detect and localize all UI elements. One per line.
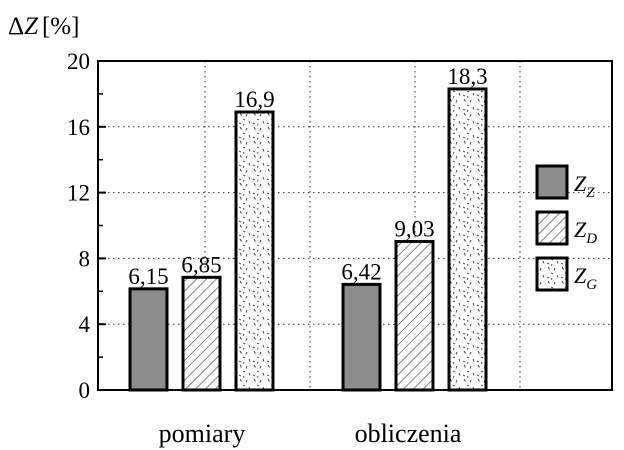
- legend-subscript: G: [586, 277, 597, 293]
- legend-label: ZG: [574, 263, 597, 293]
- bar-pomiary-z-g: [234, 110, 275, 392]
- legend-swatch: [535, 210, 569, 246]
- legend-subscript: D: [585, 231, 597, 247]
- legend-subscript: Z: [586, 185, 595, 201]
- y-tick-label: 16: [67, 115, 90, 140]
- legend-label: ZD: [574, 217, 597, 247]
- legend-label: ZZ: [574, 171, 595, 201]
- y-axis-title: ΔZ [%]: [8, 13, 79, 40]
- data-label: 16,9: [234, 87, 274, 112]
- y-axis-unit: [%]: [42, 13, 79, 40]
- legend-symbol: Z: [574, 217, 587, 242]
- data-label: 9,03: [394, 216, 434, 241]
- bar-pomiary-z-z: [128, 287, 169, 392]
- delta-symbol: Δ: [8, 13, 24, 40]
- y-tick-label: 8: [79, 246, 91, 271]
- bar-pomiary-z-d: [181, 275, 222, 392]
- x-category-label: obliczenia: [355, 419, 462, 448]
- x-axis-labels: pomiary obliczenia: [159, 419, 462, 448]
- y-axis: 0 4 8 12 16 20: [67, 49, 106, 403]
- x-category-label: pomiary: [159, 419, 246, 448]
- legend-symbol: Z: [574, 171, 587, 196]
- data-label: 18,3: [447, 64, 487, 89]
- bar-obliczenia-z-d: [394, 239, 435, 392]
- data-label: 6,85: [181, 252, 221, 277]
- legend-swatch: [535, 164, 569, 200]
- data-label: 6,42: [341, 259, 381, 284]
- legend-symbol: Z: [574, 263, 587, 288]
- data-labels: 6,15 6,85 16,9 6,42 9,03 18,3: [128, 64, 487, 289]
- y-tick-label: 12: [67, 181, 90, 206]
- y-tick-label: 20: [67, 49, 90, 74]
- legend-swatch: [535, 256, 569, 292]
- bar-obliczenia-z-z: [341, 282, 382, 392]
- y-tick-label: 4: [79, 312, 91, 337]
- bar-obliczenia-z-g: [447, 87, 488, 392]
- y-tick-label: 0: [79, 378, 91, 403]
- data-label: 6,15: [128, 264, 168, 289]
- y-axis-symbol: Z: [24, 13, 39, 40]
